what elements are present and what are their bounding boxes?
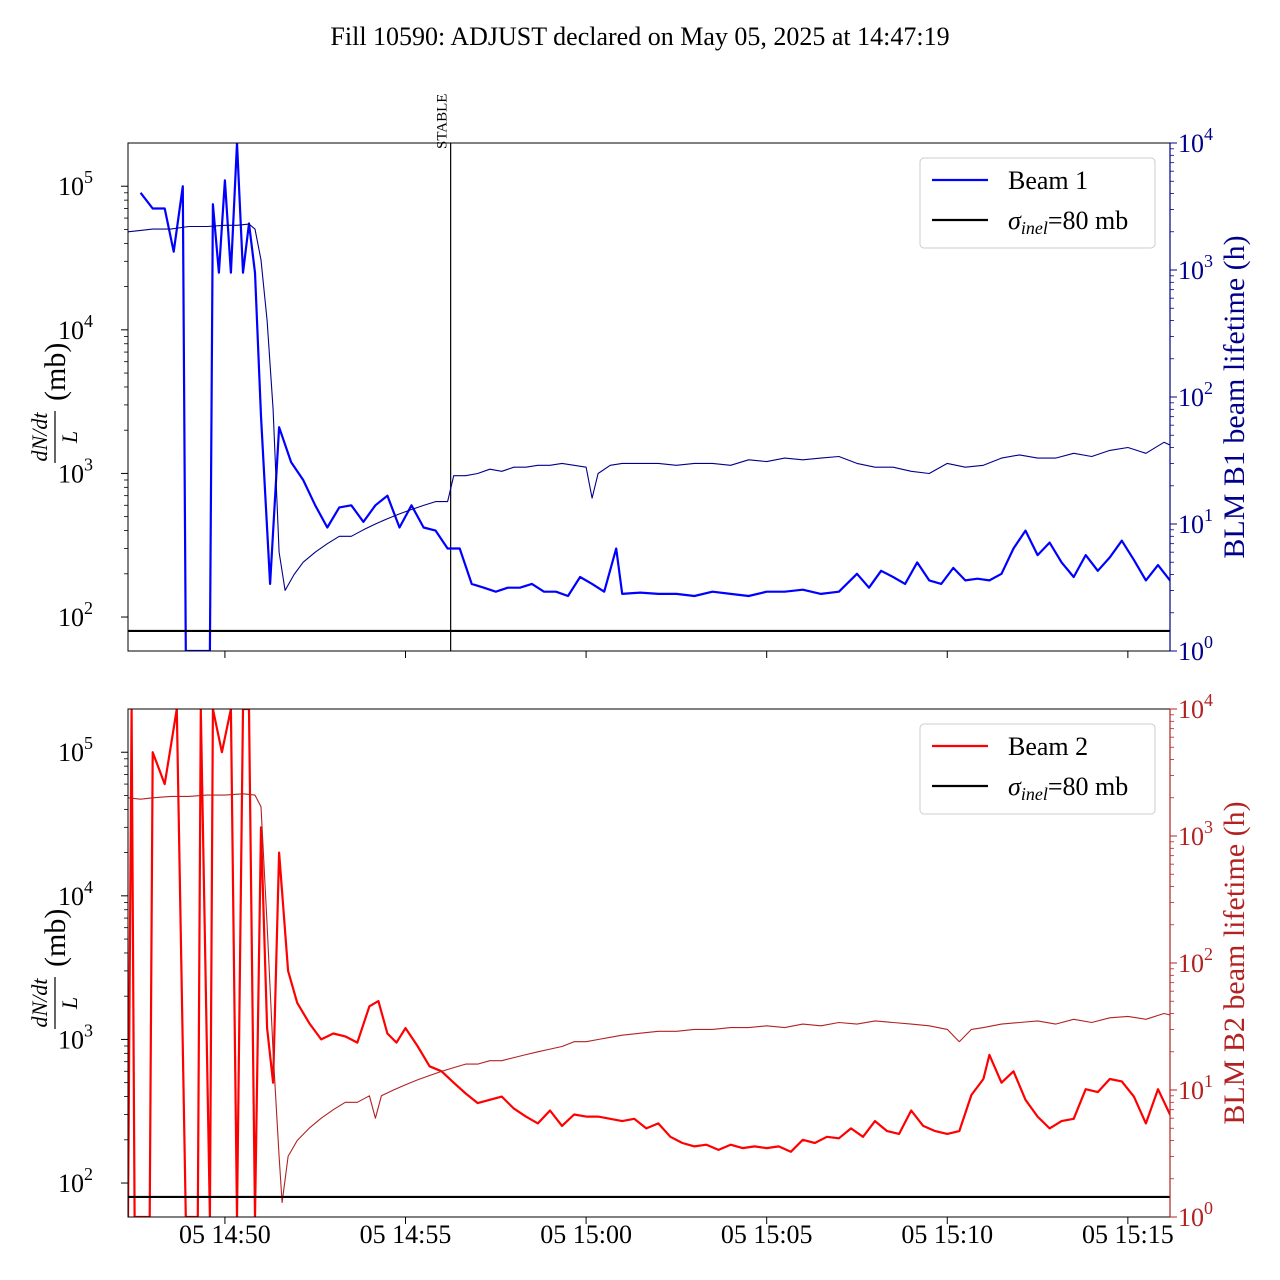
x-tick-label: 05 14:55 [360,1220,452,1249]
x-tick-label: 05 15:00 [540,1220,632,1249]
blm-lifetime-series [128,223,1170,591]
left-tick-label: 105 [58,167,93,201]
right-tick-label: 103 [1178,251,1213,285]
legend: Beam 2 σinel=80 mb [919,723,1156,815]
x-tick-label: 05 15:10 [901,1220,993,1249]
cross-section-series [139,143,1170,651]
left-label-denominator: L [57,997,82,1010]
legend-label: Beam 1 [1008,166,1088,195]
x-tick-label: 05 15:05 [721,1220,813,1249]
left-tick-label: 103 [58,1020,93,1054]
left-tick-label: 103 [58,454,93,488]
left-label-numerator: dN/dt [27,412,52,462]
left-tick-label: 102 [58,1164,93,1198]
right-tick-label: 101 [1178,505,1213,539]
cross-section-series [128,709,1170,1217]
left-label-unit: (mb) [39,909,72,967]
left-label-numerator: dN/dt [27,978,52,1028]
legend-label: σinel=80 mb [1008,772,1128,804]
plot-area [128,709,1170,1217]
right-tick-label: 101 [1178,1071,1213,1105]
left-tick-label: 104 [58,311,93,345]
legend-label: σinel=80 mb [1008,206,1128,238]
bottom-panel: 102 103 104 105 dN/dt L (mb) 100 101 102 103 104 BLM… [27,690,1251,1249]
x-tick-label: 05 14:50 [179,1220,271,1249]
left-label-unit: (mb) [39,343,72,401]
left-tick-label: 105 [58,733,93,767]
left-axis-label: dN/dt L (mb) [27,909,82,1029]
right-tick-label: 104 [1178,124,1213,158]
x-tick-label: 05 15:15 [1082,1220,1174,1249]
left-axis-label: dN/dt L (mb) [27,343,82,463]
blm-lifetime-series [128,793,1170,1204]
right-tick-label: 103 [1178,817,1213,851]
right-tick-label: 102 [1178,944,1213,978]
stable-marker-label: STABLE [435,94,451,149]
right-axis-label: BLM B2 beam lifetime (h) [1218,801,1251,1124]
plot-area [128,143,1170,651]
legend: Beam 1 σinel=80 mb [919,157,1156,249]
top-panel: STABLE 102 103 104 105 dN/dt L (mb) 100 101 102 103… [27,94,1251,666]
right-tick-label: 100 [1178,632,1213,666]
right-tick-label: 104 [1178,690,1213,724]
right-axis-label: BLM B1 beam lifetime (h) [1218,235,1251,558]
right-tick-label: 100 [1178,1198,1213,1232]
left-label-denominator: L [57,431,82,444]
legend-label: Beam 2 [1008,732,1088,761]
figure-title: Fill 10590: ADJUST declared on May 05, 2… [330,22,949,51]
right-tick-label: 102 [1178,378,1213,412]
left-tick-label: 104 [58,877,93,911]
left-tick-label: 102 [58,598,93,632]
